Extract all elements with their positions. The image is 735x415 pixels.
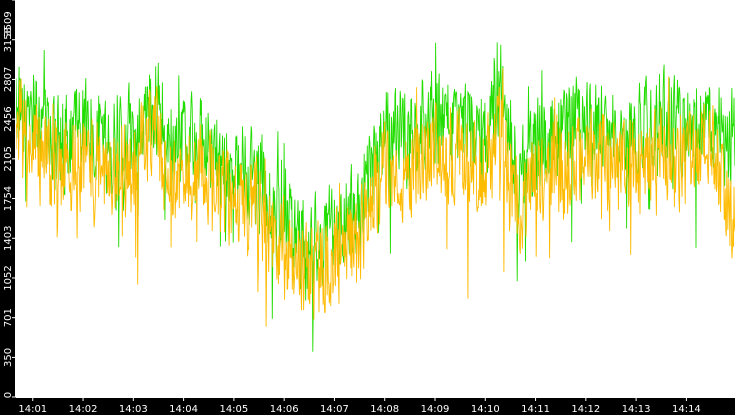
x-tick-label: 14:07 [320, 404, 349, 415]
x-tick-label: 14:10 [471, 404, 500, 415]
y-tick-label: 701 [3, 308, 14, 327]
y-tick-label: 0 [3, 392, 14, 398]
y-tick-label: 3158 [3, 27, 14, 52]
x-tick-label: 14:02 [69, 404, 98, 415]
y-tick-label: 2105 [3, 146, 14, 171]
y-tick-label: 2456 [3, 106, 14, 131]
y-tick-label: 1754 [3, 186, 14, 211]
x-tick-label: 14:12 [571, 404, 600, 415]
y-tick-label: 2807 [3, 67, 14, 92]
x-tick-label: 14:08 [370, 404, 399, 415]
x-tick-label: 14:11 [521, 404, 550, 415]
series-layer [15, 42, 735, 352]
x-tick-label: 14:01 [18, 404, 47, 415]
x-tick-label: 14:09 [421, 404, 450, 415]
x-tick-label: 14:14 [672, 404, 701, 415]
x-tick-label: 14:03 [119, 404, 148, 415]
y-tick-label: 1403 [3, 226, 14, 251]
series-line-2 [15, 68, 735, 327]
x-tick-label: 14:13 [622, 404, 651, 415]
x-tick-label: 14:04 [169, 404, 198, 415]
y-tick-label: 1052 [3, 265, 14, 290]
y-tick-label: 350 [3, 348, 14, 367]
y-tick-label: 3509 [3, 11, 14, 36]
x-tick-label: 14:06 [270, 404, 299, 415]
x-tick-label: 14:05 [219, 404, 248, 415]
